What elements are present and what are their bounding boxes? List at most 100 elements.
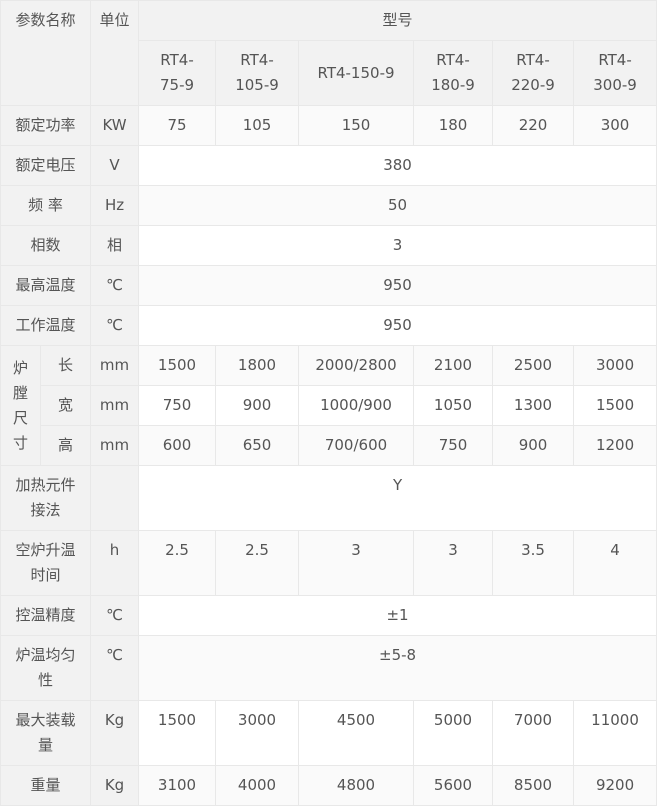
value-cell: 4000 bbox=[215, 765, 300, 806]
param-name-line: 接法 bbox=[30, 501, 61, 519]
param-name: 最大装载量 bbox=[0, 700, 92, 766]
model-name-line: RT4- bbox=[240, 51, 274, 69]
chamber-size-label: 炉膛尺寸 bbox=[0, 345, 41, 466]
dimension-name: 长 bbox=[39, 345, 92, 386]
unit-cell: ℃ bbox=[90, 265, 140, 306]
model-name: RT4- 105-9 bbox=[215, 40, 300, 106]
value-cell: 3 bbox=[298, 530, 415, 596]
table-row: 炉膛尺寸长 mm 1500 1800 2000/2800 2100 2500 3000 bbox=[0, 345, 658, 466]
unit-cell: KW bbox=[90, 105, 140, 146]
model-name-line: 300-9 bbox=[593, 76, 637, 94]
model-name-line: 75-9 bbox=[159, 76, 195, 94]
model-name-line: RT4-150-9 bbox=[317, 63, 395, 82]
value-cell: 3 bbox=[138, 225, 658, 266]
value-cell: 650 bbox=[215, 425, 300, 466]
value-cell: 150 bbox=[298, 105, 415, 146]
table-row: 频 率 Hz 50 bbox=[0, 185, 658, 226]
model-name: RT4-150-9 bbox=[298, 40, 415, 106]
table-row: 额定功率 KW 75 105 150 180 220 300 bbox=[0, 105, 658, 146]
value-cell: 220 bbox=[492, 105, 575, 146]
value-cell: 11000 bbox=[573, 700, 658, 766]
value-cell: 105 bbox=[215, 105, 300, 146]
model-name-line: RT4- bbox=[598, 51, 632, 69]
value-cell: 5600 bbox=[413, 765, 494, 806]
param-name-header: 参数名称 bbox=[0, 0, 92, 106]
value-cell: 50 bbox=[138, 185, 658, 226]
param-name-line: 炉温均匀 bbox=[15, 646, 76, 664]
unit-cell: mm bbox=[90, 425, 140, 466]
value-cell: 4500 bbox=[298, 700, 415, 766]
value-cell: 300 bbox=[573, 105, 658, 146]
value-cell: 1500 bbox=[138, 345, 217, 386]
model-header: 型号 bbox=[138, 0, 658, 41]
param-name: 炉温均匀性 bbox=[0, 635, 92, 701]
model-name-line: RT4- bbox=[160, 51, 194, 69]
table-row: 控温精度 ℃ ±1 bbox=[0, 595, 658, 636]
model-name: RT4- 75-9 bbox=[138, 40, 217, 106]
param-name: 重量 bbox=[0, 765, 92, 806]
value-cell: Y bbox=[138, 465, 658, 531]
table-row: 宽 mm 750 900 1000/900 1050 1300 1500 bbox=[1, 385, 658, 426]
table-row: 最高温度 ℃ 950 bbox=[0, 265, 658, 306]
param-name: 额定功率 bbox=[0, 105, 92, 146]
value-cell: 2500 bbox=[492, 345, 575, 386]
unit-cell: Hz bbox=[90, 185, 140, 226]
unit-cell: Kg bbox=[90, 765, 140, 806]
value-cell: 1500 bbox=[138, 700, 217, 766]
value-cell: 2.5 bbox=[138, 530, 217, 596]
value-cell: 700/600 bbox=[298, 425, 415, 466]
unit-cell: mm bbox=[90, 385, 140, 426]
table-row: 炉温均匀性 ℃ ±5-8 bbox=[0, 635, 658, 701]
unit-cell: Kg bbox=[90, 700, 140, 766]
table-row: 相数相 3 bbox=[0, 225, 658, 266]
chamber-label-char: 尺 bbox=[12, 408, 28, 427]
value-cell: 1200 bbox=[573, 425, 658, 466]
unit-cell: ℃ bbox=[90, 635, 140, 701]
value-cell: 1500 bbox=[573, 385, 658, 426]
value-cell: 2.5 bbox=[215, 530, 300, 596]
value-cell: 1800 bbox=[215, 345, 300, 386]
chamber-label-char: 炉 bbox=[12, 358, 28, 377]
param-name: 加热元件 接法 bbox=[0, 465, 92, 531]
param-name-line: 空炉升温 bbox=[15, 541, 76, 559]
param-name-line: 量 bbox=[38, 736, 54, 754]
model-name: RT4- 220-9 bbox=[492, 40, 575, 106]
value-cell: 3100 bbox=[138, 765, 217, 806]
table-row: 最大装载量 Kg 1500 3000 4500 5000 7000 11000 bbox=[0, 700, 658, 766]
value-cell: 600 bbox=[138, 425, 217, 466]
model-name-line: 105-9 bbox=[235, 76, 279, 94]
value-cell: 3000 bbox=[573, 345, 658, 386]
model-name-line: 220-9 bbox=[511, 76, 555, 94]
value-cell: 180 bbox=[413, 105, 494, 146]
value-cell: 4 bbox=[573, 530, 658, 596]
param-name-line: 最大装载 bbox=[15, 711, 76, 729]
param-name: 最高温度 bbox=[0, 265, 92, 306]
model-name-line: RT4- bbox=[516, 51, 550, 69]
unit-cell: ℃ bbox=[90, 595, 140, 636]
value-cell: 2100 bbox=[413, 345, 494, 386]
value-cell: 1050 bbox=[413, 385, 494, 426]
value-cell: 750 bbox=[413, 425, 494, 466]
value-cell: 5000 bbox=[413, 700, 494, 766]
dimension-name: 高 bbox=[39, 425, 92, 466]
value-cell: ±1 bbox=[138, 595, 658, 636]
value-cell: 380 bbox=[138, 145, 658, 186]
param-name: 空炉升温 时间 bbox=[0, 530, 92, 596]
unit-cell bbox=[90, 465, 140, 531]
param-name: 工作温度 bbox=[0, 305, 92, 346]
value-cell: 750 bbox=[138, 385, 217, 426]
value-cell: 2000/2800 bbox=[298, 345, 415, 386]
dimension-name: 宽 bbox=[39, 385, 92, 426]
table-row: 重量 Kg 3100 4000 4800 5600 8500 9200 bbox=[0, 765, 658, 806]
unit-cell: h bbox=[90, 530, 140, 596]
param-name-line: 重量 bbox=[30, 776, 61, 794]
unit-cell: V bbox=[90, 145, 140, 186]
unit-cell: ℃ bbox=[90, 305, 140, 346]
unit-header: 单位 bbox=[90, 0, 140, 106]
unit-cell: mm bbox=[90, 345, 140, 386]
value-cell: 3 bbox=[413, 530, 494, 596]
table-row: 工作温度 ℃ 950 bbox=[0, 305, 658, 346]
value-cell: 8500 bbox=[492, 765, 575, 806]
table-row: 高 mm 600 650 700/600 750 900 1200 bbox=[1, 425, 658, 466]
